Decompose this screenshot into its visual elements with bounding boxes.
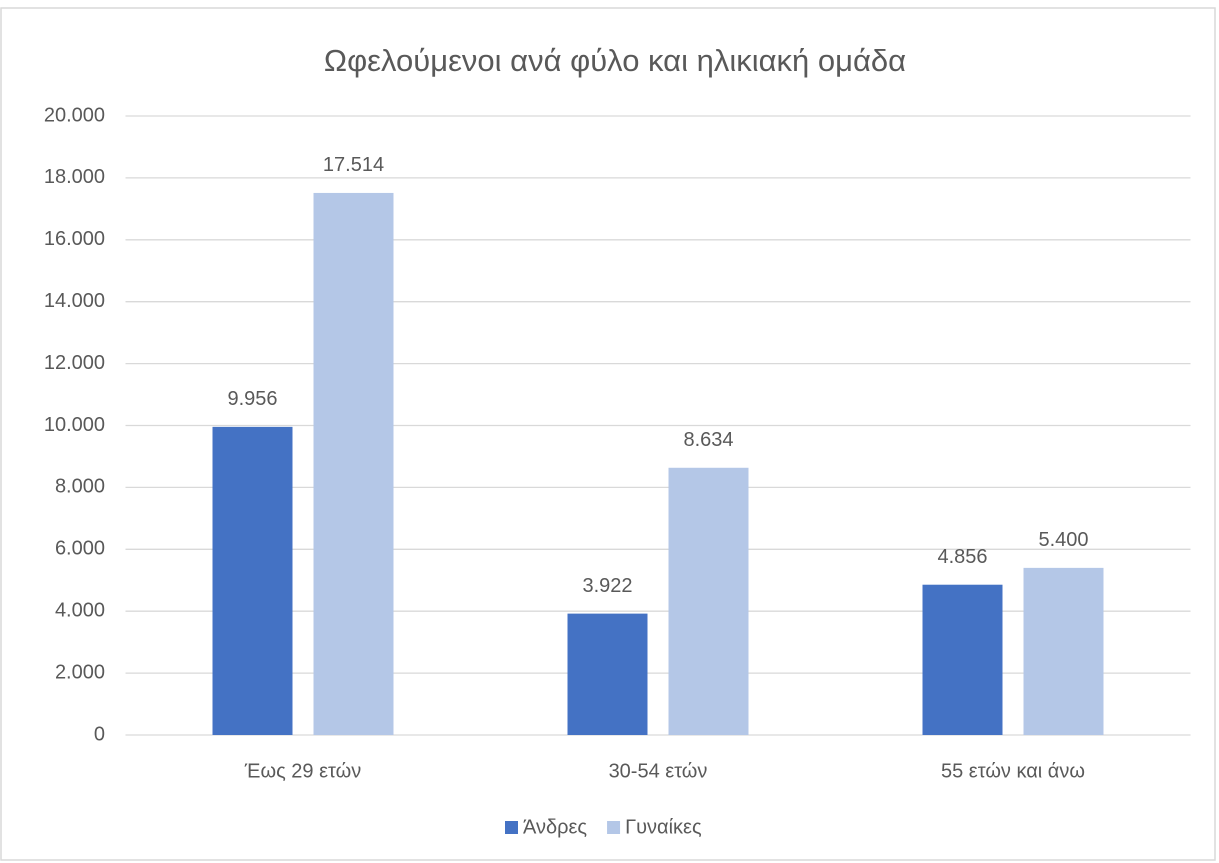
y-tick-label: 16.000 xyxy=(44,228,105,250)
y-tick-label: 4.000 xyxy=(55,599,105,621)
legend-swatch xyxy=(505,821,518,834)
y-tick-label: 14.000 xyxy=(44,290,105,312)
bar xyxy=(1023,567,1104,735)
bar xyxy=(567,613,648,735)
x-tick-label: Έως 29 ετών xyxy=(244,760,361,782)
y-tick-label: 12.000 xyxy=(44,352,105,374)
legend-label: Γυναίκες xyxy=(625,816,702,838)
legend-label: Άνδρες xyxy=(523,816,587,838)
y-tick-label: 18.000 xyxy=(44,166,105,188)
y-tick-label: 2.000 xyxy=(55,661,105,683)
legend-swatch xyxy=(607,821,621,834)
bar xyxy=(922,584,1003,735)
bar xyxy=(212,426,293,735)
y-tick-label: 6.000 xyxy=(55,538,105,560)
y-tick-label: 10.000 xyxy=(44,414,105,436)
data-label: 5.400 xyxy=(1038,529,1088,551)
data-label: 17.514 xyxy=(323,154,384,176)
data-label: 4.856 xyxy=(937,546,987,568)
chart-title: Ωφελούμενοι ανά φύλο και ηλικιακή ομάδα xyxy=(324,43,906,78)
y-tick-label: 20.000 xyxy=(44,104,105,126)
bar xyxy=(313,192,394,735)
data-label: 9.956 xyxy=(227,388,277,410)
bar xyxy=(668,467,749,735)
data-label: 3.922 xyxy=(582,575,632,597)
x-tick-label: 30-54 ετών xyxy=(609,760,708,782)
y-tick-label: 0 xyxy=(94,723,105,745)
data-label: 8.634 xyxy=(683,429,733,451)
y-tick-label: 8.000 xyxy=(55,476,105,498)
x-tick-label: 55 ετών και άνω xyxy=(941,760,1085,782)
